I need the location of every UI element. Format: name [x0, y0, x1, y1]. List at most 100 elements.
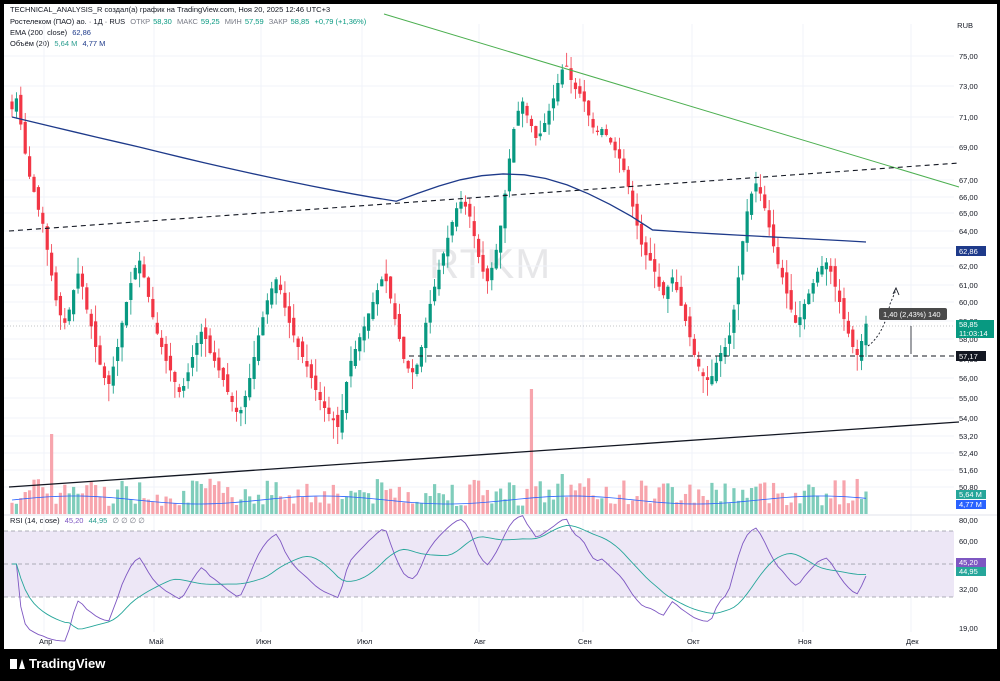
- volume-bar: [490, 503, 494, 514]
- candle-body: [28, 156, 32, 177]
- volume-bar: [565, 497, 569, 514]
- volume-bar: [573, 490, 578, 514]
- volume-bar: [719, 501, 723, 514]
- price-tick-label: 55,00: [959, 394, 978, 403]
- candle-body: [736, 277, 740, 305]
- volume-bar: [644, 485, 648, 514]
- volume-bar: [261, 504, 265, 514]
- countdown-label: 11:03:14: [959, 329, 988, 338]
- candle-body: [811, 283, 815, 294]
- ema-legend[interactable]: EMA (200, close) 62,86: [10, 28, 94, 37]
- rsi-settings-icons[interactable]: ∅ ∅ ∅ ∅: [112, 516, 145, 525]
- volume-bar: [626, 504, 630, 514]
- volume-bar: [578, 483, 582, 514]
- volume-bar: [120, 480, 124, 514]
- candle-body: [499, 225, 503, 253]
- candle-body: [32, 176, 36, 192]
- candle-body: [186, 372, 190, 382]
- candle-body: [490, 267, 494, 281]
- resistance-trendline: [383, 13, 960, 188]
- rsi-tick-label: 19,00: [959, 624, 978, 633]
- candle-body: [587, 100, 591, 116]
- volume-bar: [793, 492, 798, 514]
- volume-bar: [309, 502, 313, 514]
- volume-bar: [72, 486, 76, 514]
- volume-bar: [692, 502, 696, 514]
- time-tick-label: Сен: [578, 637, 592, 646]
- rsi-legend[interactable]: RSI (14, close) 45,20 44,95 ∅ ∅ ∅ ∅: [10, 516, 148, 525]
- candle-body: [591, 118, 595, 128]
- volume-bar: [23, 492, 27, 514]
- volume-bar: [811, 487, 815, 514]
- candle-body: [679, 286, 683, 306]
- candle-body: [864, 323, 868, 346]
- candle-body: [820, 266, 824, 275]
- candle-body: [516, 110, 520, 126]
- volume-bar: [560, 474, 564, 514]
- candle-body: [477, 238, 481, 257]
- volume-bar: [481, 495, 485, 514]
- volume-bar: [855, 478, 859, 514]
- volume-legend[interactable]: Объём (20) 5,64 M 4,77 M: [10, 39, 108, 48]
- candle-body: [305, 360, 309, 367]
- candle-body: [525, 105, 529, 116]
- candle-body: [94, 321, 98, 347]
- volume-bar: [265, 480, 269, 514]
- candle-body: [424, 322, 428, 349]
- ema-price-tag: [956, 246, 986, 256]
- candle-body: [327, 407, 331, 414]
- time-tick-label: Май: [149, 637, 164, 646]
- candle-body: [472, 221, 476, 237]
- instrument-title[interactable]: Ростелеком (ПАО) ао. · 1Д · RUS: [10, 17, 126, 26]
- support-price-tag: [956, 351, 986, 361]
- candle-body: [705, 377, 710, 380]
- candle-body: [688, 316, 692, 338]
- candle-body: [512, 129, 516, 163]
- rsi-line: [12, 515, 867, 642]
- volume-bar: [463, 505, 468, 514]
- candle-body: [719, 353, 723, 362]
- volume-bar: [107, 505, 111, 514]
- candle-body: [67, 309, 71, 322]
- candle-body: [653, 259, 657, 272]
- volume-bar: [732, 488, 736, 514]
- volume-bar: [182, 490, 186, 514]
- candle-body: [314, 375, 318, 390]
- volume-bar: [582, 486, 586, 514]
- volume-bar: [89, 481, 93, 514]
- volume-bar: [129, 499, 133, 514]
- candle-body: [815, 271, 820, 283]
- volume-bar: [230, 497, 234, 514]
- volume-bar: [76, 493, 80, 514]
- volume-bar: [226, 487, 230, 514]
- candle-body: [692, 338, 696, 355]
- candle-body: [565, 65, 569, 67]
- price-tick-label: 58,00: [959, 335, 978, 344]
- candle-body: [780, 267, 784, 278]
- volume-bar: [344, 496, 349, 514]
- candle-body: [859, 341, 864, 361]
- volume-bar: [168, 498, 173, 514]
- volume-bar: [256, 494, 261, 514]
- price-tick-label: 69,00: [959, 143, 978, 152]
- currency-label[interactable]: RUB: [957, 21, 973, 30]
- rsi-ma-value: 44,95: [88, 516, 108, 525]
- price-chart-svg[interactable]: 75,00 73,00 71,00 69,00 67,00 66,00 65,00 64,00…: [4, 4, 997, 649]
- volume-bar: [331, 484, 335, 514]
- time-tick-label: Ноя: [798, 637, 812, 646]
- candle-body: [375, 290, 379, 305]
- candle-body: [697, 358, 701, 367]
- volume-bar: [67, 493, 71, 514]
- rsi-value-tag-label: 44,95: [959, 567, 978, 576]
- volume-bar: [507, 482, 512, 514]
- volume-bar: [146, 499, 151, 514]
- candle-body: [538, 133, 542, 137]
- candle-body: [371, 302, 375, 320]
- volume-bar: [327, 503, 331, 514]
- volume-bar: [111, 503, 115, 514]
- tradingview-logo-icon: [10, 658, 25, 669]
- candle-body: [296, 338, 300, 347]
- volume-bar: [173, 503, 177, 514]
- candle-body: [463, 201, 468, 207]
- candle-body: [212, 352, 217, 361]
